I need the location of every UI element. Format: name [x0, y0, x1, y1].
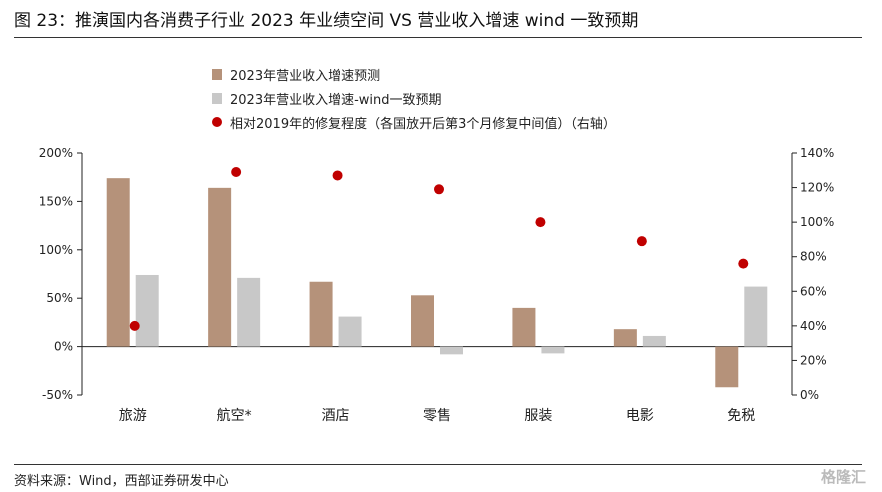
legend-label-recovery: 相对2019年的修复程度（各国放开后第3个月修复中间值）（右轴） [230, 116, 616, 132]
chart-bars [106, 178, 768, 388]
category-label: 航空* [217, 408, 252, 424]
bar-consensus [744, 286, 768, 347]
point-recovery [636, 236, 647, 247]
bar-forecast [309, 281, 333, 347]
source-note: 资料来源：Wind，西部证券研发中心 [14, 474, 229, 489]
figure-title: 图 23：推演国内各消费子行业 2023 年业绩空间 VS 营业收入增速 win… [14, 11, 639, 31]
category-label: 服装 [524, 408, 552, 424]
legend-swatch-recovery [212, 117, 222, 127]
bar-forecast [613, 329, 637, 347]
left-axis-tick-label: 150% [39, 194, 73, 208]
right-axis-tick-label: 100% [800, 215, 834, 229]
point-recovery [535, 217, 546, 228]
bar-consensus [642, 335, 666, 347]
category-label: 免税 [727, 408, 755, 424]
category-label: 零售 [423, 408, 451, 424]
bar-consensus [338, 316, 362, 347]
right-axis-tick-label: 20% [800, 353, 827, 367]
point-recovery [332, 170, 343, 181]
left-axis-tick-label: -50% [42, 388, 73, 402]
legend-label-forecast: 2023年营业收入增速预测 [230, 68, 381, 84]
chart-labels: -50% 0% 50% 100% 150% 200% 0% 20% 40% 60% 80% 100% 1… [39, 146, 835, 424]
category-label: 电影 [626, 408, 654, 424]
bar-consensus [237, 277, 261, 347]
footer-rule [14, 464, 862, 465]
right-axis-tick-label: 140% [800, 146, 834, 160]
legend-label-consensus: 2023年营业收入增速-wind一致预期 [230, 92, 442, 108]
right-axis-tick-label: 0% [800, 388, 819, 402]
chart-points [129, 167, 749, 331]
legend-swatch-consensus [212, 92, 222, 104]
point-recovery [231, 167, 242, 178]
right-axis-tick-label: 80% [800, 250, 827, 264]
chart-axes [77, 152, 797, 396]
bar-forecast [715, 346, 739, 388]
legend-swatch-forecast [212, 68, 222, 80]
category-label: 旅游 [119, 408, 147, 424]
right-axis-tick-label: 60% [800, 284, 827, 298]
category-label: 酒店 [322, 408, 350, 424]
legend-item-recovery: 相对2019年的修复程度（各国放开后第3个月修复中间值）（右轴） [212, 110, 616, 134]
bar-forecast [106, 178, 130, 347]
bar-consensus [135, 274, 159, 347]
point-recovery [434, 184, 444, 195]
left-axis-tick-label: 0% [54, 340, 73, 354]
left-axis-tick-label: 200% [39, 146, 73, 160]
chart-legend: 2023年营业收入增速预测 2023年营业收入增速-wind一致预期 相对201… [212, 62, 616, 134]
right-axis-tick-label: 40% [800, 319, 827, 333]
bar-forecast [512, 307, 536, 347]
legend-item-forecast: 2023年营业收入增速预测 [212, 62, 616, 86]
legend-item-consensus: 2023年营业收入增速-wind一致预期 [212, 86, 616, 110]
watermark-logo: 格隆汇 [820, 468, 866, 486]
title-rule [14, 37, 862, 38]
left-axis-tick-label: 50% [46, 291, 73, 305]
bar-forecast [411, 295, 434, 347]
point-recovery [129, 320, 140, 331]
bar-consensus [541, 346, 565, 354]
right-axis-tick-label: 120% [800, 181, 834, 195]
bar-forecast [208, 187, 232, 347]
bar-consensus [440, 346, 463, 355]
point-recovery [738, 258, 749, 269]
left-axis-tick-label: 100% [39, 243, 73, 257]
